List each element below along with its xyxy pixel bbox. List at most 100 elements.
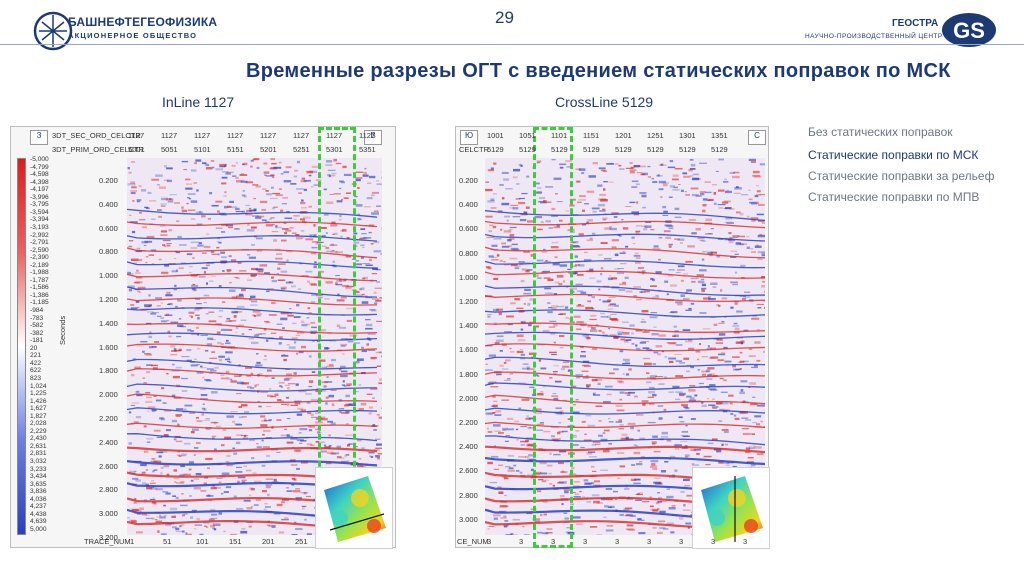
colorbar-label: 4,639 — [30, 518, 47, 526]
time-tick: 0.600 — [459, 224, 478, 234]
crossline-subtitle: CrossLine 5129 — [555, 94, 654, 110]
colorbar-label: -4,398 — [30, 178, 49, 186]
location-map-inline — [315, 467, 393, 549]
option-relief-statics[interactable]: Статические поправки за рельеф — [808, 169, 995, 183]
colorbar-label: 1,827 — [30, 412, 47, 420]
header-row1-value: 1127 — [293, 131, 310, 140]
colorbar-label: 4,237 — [30, 503, 47, 511]
time-tick: 2.000 — [99, 390, 118, 400]
time-tick: 0.200 — [459, 176, 478, 185]
time-tick: 1.800 — [459, 369, 478, 379]
colorbar-label: 221 — [30, 352, 42, 360]
colorbar-label: -2,590 — [30, 246, 49, 254]
time-tick: 1.200 — [99, 295, 118, 304]
time-tick: 1.000 — [99, 271, 118, 281]
header-row1-value: 1151 — [583, 131, 600, 140]
colorbar-label: -2,189 — [30, 261, 49, 269]
time-tick: 2.200 — [99, 414, 118, 423]
header-row1-value: 1201 — [615, 131, 632, 140]
inline-subtitle: InLine 1127 — [162, 94, 235, 110]
header-divider — [0, 44, 1024, 45]
header-row2-value: 5129 — [487, 145, 504, 154]
colorbar-label: -1,386 — [30, 291, 49, 299]
colorbar-label: -783 — [30, 314, 44, 322]
time-tick: 3.200 — [99, 533, 118, 542]
colorbar-label: 3,434 — [30, 473, 47, 481]
org-subtitle: АКЦИОНЕРНОЕ ОБЩЕСТВО — [68, 31, 198, 40]
option-msk-statics[interactable]: Статические поправки по МСК — [808, 148, 979, 162]
colorbar-label: -1,586 — [30, 284, 49, 292]
colorbar-label: -1,787 — [30, 276, 49, 284]
colorbar-label: 2,831 — [30, 450, 47, 458]
header-row2-value: 5301 — [326, 145, 343, 154]
colorbar-label: -4,799 — [30, 163, 49, 171]
header-row1-value: 1127 — [194, 131, 211, 140]
company-logo-icon — [33, 11, 73, 51]
colorbar-label: 2,430 — [30, 435, 47, 443]
colorbar-label: -3,795 — [30, 201, 49, 209]
colorbar-label: 823 — [30, 374, 42, 382]
direction-south-label: Ю — [460, 130, 478, 145]
trace-tick: 3 — [679, 537, 684, 546]
trace-tick: 51 — [163, 537, 172, 546]
direction-west-label: З — [30, 130, 48, 145]
option-mpv-statics[interactable]: Статические поправки по МПВ — [808, 190, 980, 204]
header-row2-value: 5129 — [615, 145, 632, 154]
trace-tick: 151 — [229, 537, 242, 546]
trace-tick: 251 — [295, 537, 308, 546]
time-tick: 2.800 — [99, 485, 118, 495]
time-tick: 2.800 — [459, 490, 478, 500]
colorbar-label: 1,627 — [30, 405, 47, 413]
header-row2-value: 5351 — [359, 145, 376, 154]
time-tick: 0.800 — [99, 247, 118, 257]
time-tick: 2.400 — [459, 442, 478, 452]
inline-seismic-section[interactable] — [127, 158, 382, 535]
trace-tick: 3 — [551, 537, 556, 546]
amplitude-colorbar — [17, 158, 26, 535]
colorbar-label: 3,836 — [30, 488, 47, 496]
time-tick: 2.600 — [459, 466, 478, 476]
time-tick: 0.800 — [459, 248, 478, 258]
time-tick: 3.000 — [99, 509, 118, 519]
colorbar-label: -4,197 — [30, 186, 49, 194]
header-row2-label: CELCTR — [459, 145, 490, 154]
colorbar-label: -984 — [30, 307, 44, 314]
header-row1-value: 1351 — [711, 131, 728, 140]
colorbar-label: 3,635 — [30, 480, 47, 488]
trace-tick: 3 — [711, 537, 716, 546]
header-row1-value: 1127 — [260, 131, 277, 140]
time-axis-label: Seconds — [58, 315, 67, 345]
header-row2-value: 5051 — [161, 145, 178, 154]
partner-logo-icon: GS — [942, 13, 996, 47]
header-row2-value: 5201 — [260, 145, 277, 154]
time-tick: 1.200 — [459, 297, 478, 306]
header-row1-label: 3DT_SEC_ORD_CELCTR — [52, 131, 141, 140]
colorbar-label: 2,028 — [30, 420, 47, 428]
colorbar-label: -1,185 — [30, 299, 49, 307]
trace-tick: 101 — [196, 537, 209, 546]
colorbar-label: 1,024 — [30, 382, 47, 390]
colorbar-label: -181 — [30, 337, 44, 345]
time-tick: 0.600 — [99, 223, 118, 233]
slide-title: Временные разрезы ОГТ с введением статич… — [246, 60, 951, 82]
header-row1-value: 1127 — [227, 131, 244, 140]
colorbar-label: 2,631 — [30, 442, 47, 450]
direction-north-label: С — [748, 130, 766, 145]
colorbar-label: -4,598 — [30, 171, 49, 179]
colorbar-label: -3,996 — [30, 193, 49, 201]
option-no-statics[interactable]: Без статических поправок — [808, 125, 953, 139]
header-row1-value: 1127 — [359, 131, 376, 140]
colorbar-label: -1,988 — [30, 269, 49, 277]
colorbar-label: 1,426 — [30, 397, 47, 405]
trace-tick: 3 — [647, 537, 652, 546]
time-tick: 2.400 — [99, 437, 118, 447]
header-row2-value: 5101 — [194, 145, 211, 154]
header-row1-value: 1051 — [519, 131, 536, 140]
trace-axis-label: TRACE_NUM — [84, 537, 131, 546]
colorbar-label: 1,225 — [30, 390, 47, 398]
header-row1-value: 1127 — [128, 131, 145, 140]
header-row2-value: 5129 — [711, 145, 728, 154]
colorbar-label: 622 — [30, 367, 42, 375]
time-tick: 2.000 — [459, 393, 478, 403]
location-map-crossline — [692, 467, 770, 549]
